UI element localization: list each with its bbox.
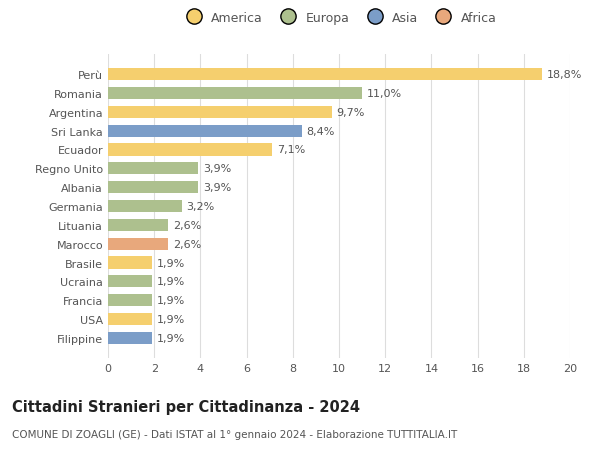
Text: Cittadini Stranieri per Cittadinanza - 2024: Cittadini Stranieri per Cittadinanza - 2… (12, 399, 360, 414)
Text: 8,4%: 8,4% (307, 126, 335, 136)
Text: 7,1%: 7,1% (277, 145, 305, 155)
Text: 1,9%: 1,9% (157, 314, 185, 325)
Text: 2,6%: 2,6% (173, 239, 201, 249)
Text: 1,9%: 1,9% (157, 258, 185, 268)
Text: 2,6%: 2,6% (173, 220, 201, 230)
Bar (108, 201, 182, 213)
Bar (108, 294, 152, 307)
Text: 1,9%: 1,9% (157, 277, 185, 287)
Bar (108, 276, 152, 288)
Bar (108, 69, 542, 81)
Legend: America, Europa, Asia, Africa: America, Europa, Asia, Africa (176, 7, 502, 30)
Text: 18,8%: 18,8% (547, 70, 582, 80)
Bar (108, 257, 152, 269)
Text: 3,2%: 3,2% (187, 202, 215, 212)
Text: 1,9%: 1,9% (157, 333, 185, 343)
Bar (108, 106, 332, 119)
Bar (108, 163, 198, 175)
Text: COMUNE DI ZOAGLI (GE) - Dati ISTAT al 1° gennaio 2024 - Elaborazione TUTTITALIA.: COMUNE DI ZOAGLI (GE) - Dati ISTAT al 1°… (12, 429, 457, 439)
Text: 3,9%: 3,9% (203, 183, 231, 193)
Text: 3,9%: 3,9% (203, 164, 231, 174)
Text: 9,7%: 9,7% (337, 107, 365, 118)
Bar (108, 144, 272, 156)
Bar (108, 313, 152, 325)
Bar (108, 125, 302, 137)
Text: 11,0%: 11,0% (367, 89, 402, 99)
Bar (108, 219, 168, 231)
Bar (108, 238, 168, 250)
Bar (108, 88, 362, 100)
Bar (108, 182, 198, 194)
Bar (108, 332, 152, 344)
Text: 1,9%: 1,9% (157, 296, 185, 306)
